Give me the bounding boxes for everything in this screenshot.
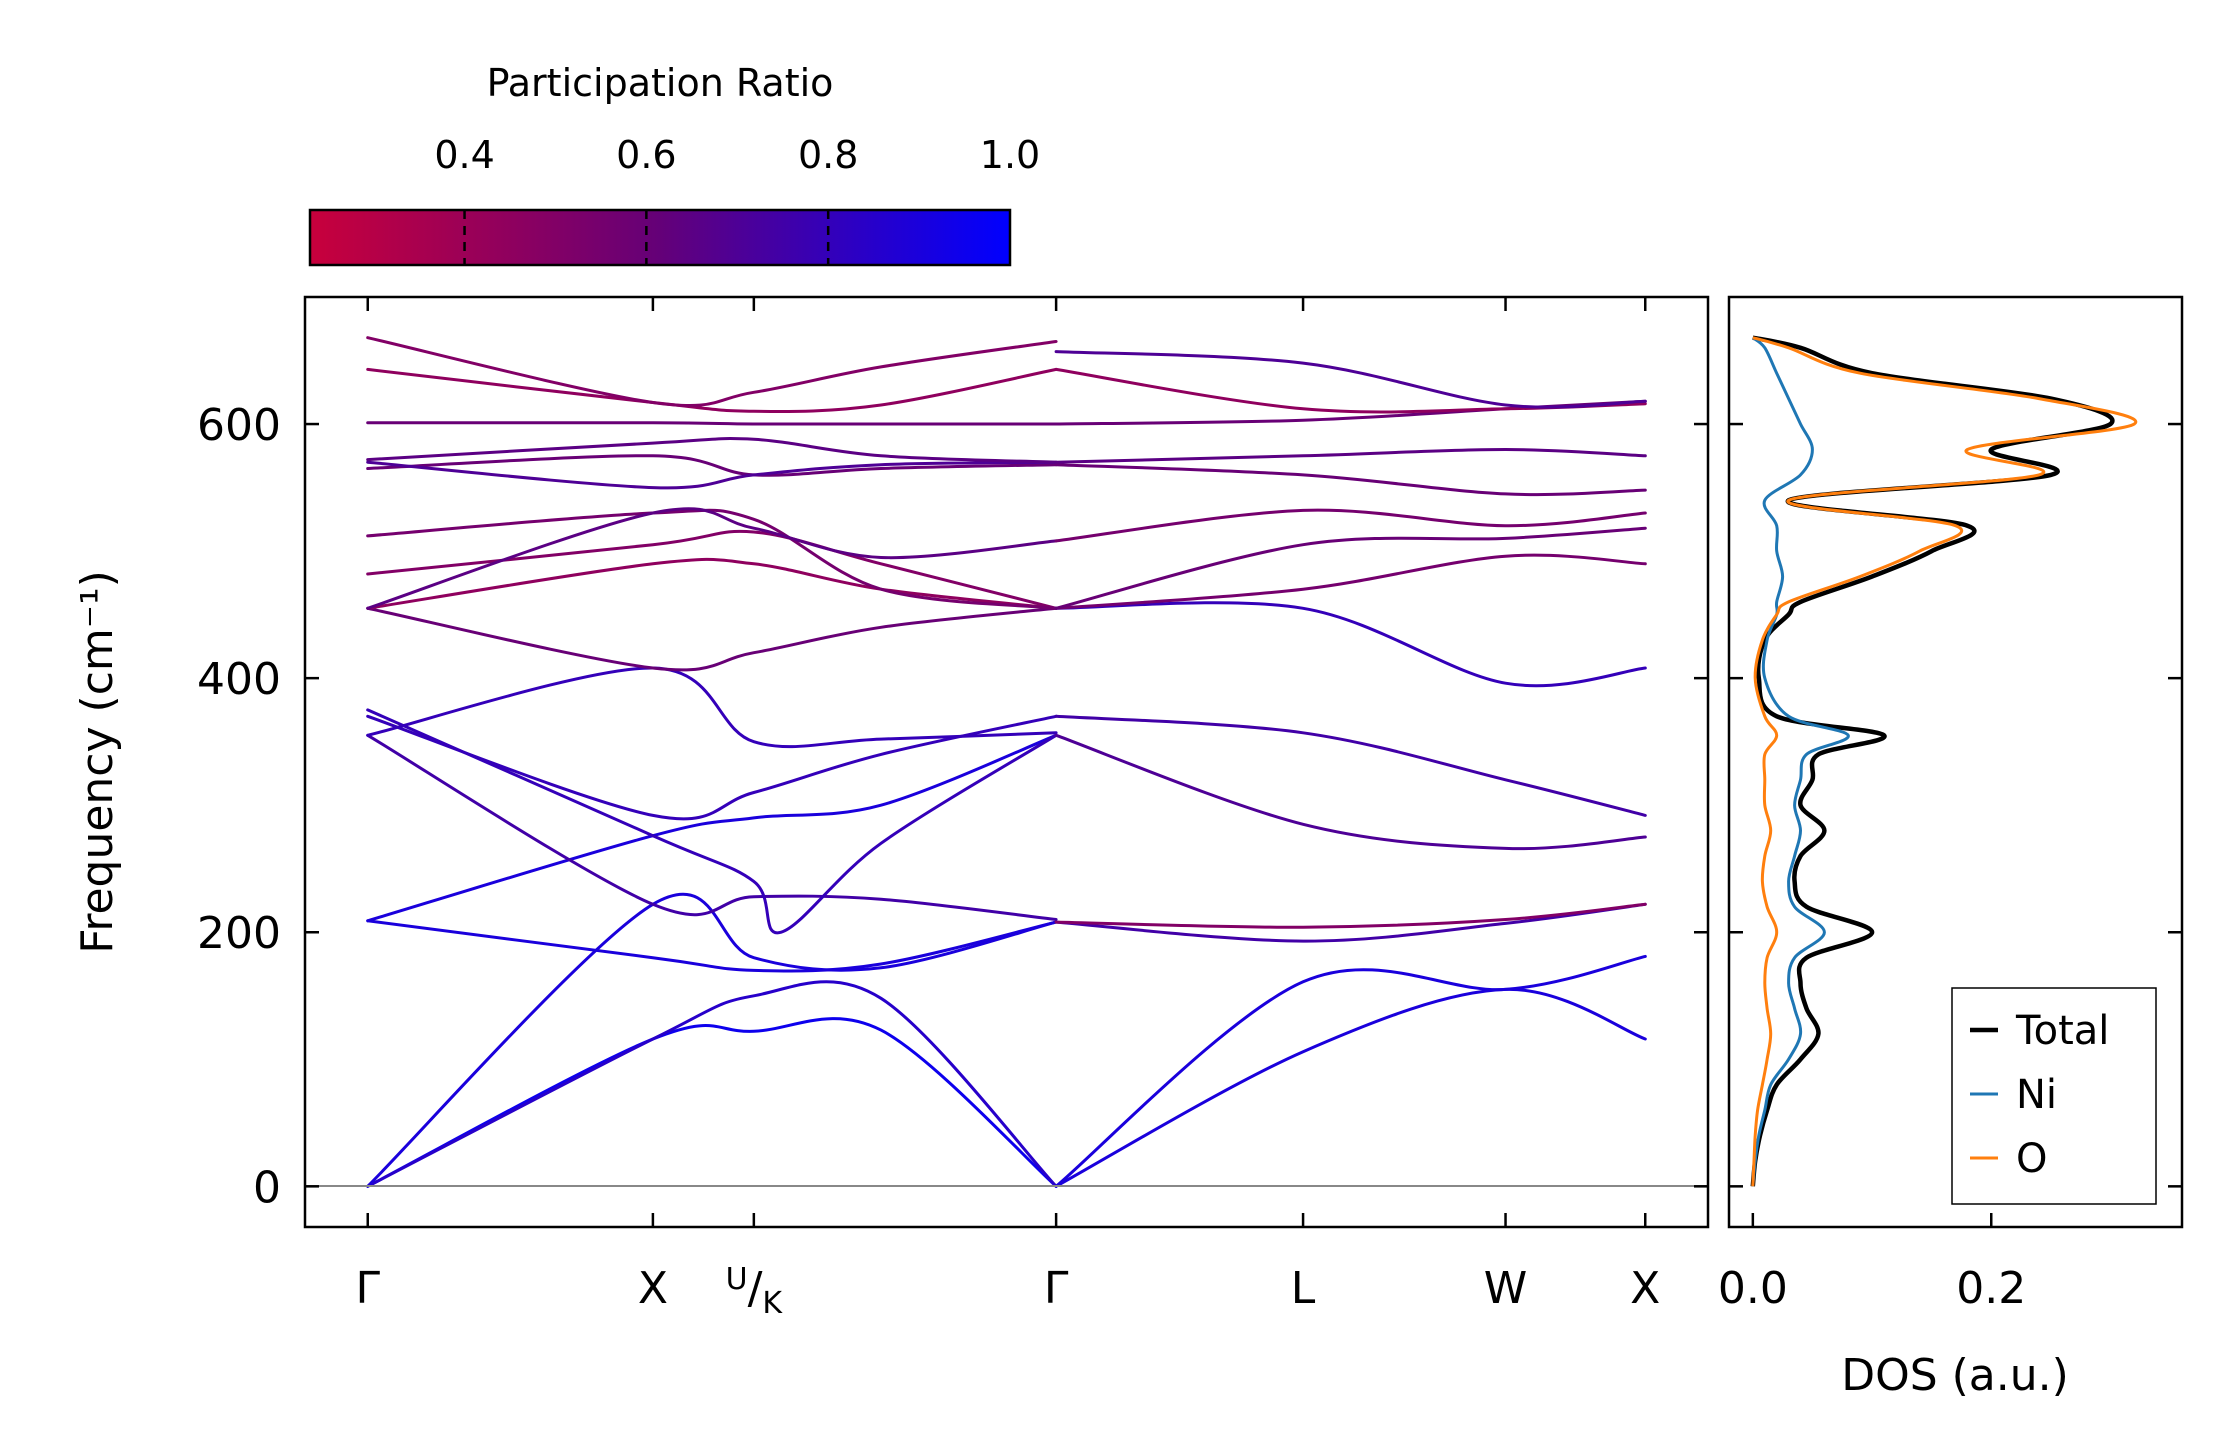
legend-box [1951, 987, 2157, 1205]
band-band-7 [366, 714, 1058, 821]
band-band-13 [366, 508, 1058, 610]
band-band-29 [1054, 526, 1647, 610]
x-tick-label: X [638, 1263, 668, 1314]
x-tick-label: W [1484, 1263, 1528, 1314]
y-tick-label: 200 [197, 908, 281, 959]
colorbar-gradient [308, 208, 1012, 267]
legend-label-total: Total [2015, 1008, 2109, 1054]
band-band-21 [1054, 987, 1647, 1188]
colorbar-tick-label: 0.6 [616, 133, 676, 177]
dos-x-tick-label: 0.2 [1956, 1263, 2026, 1314]
band-band-4 [366, 919, 1058, 973]
y-axis-label: Frequency (cm⁻¹) [72, 570, 123, 954]
band-band-11 [366, 557, 1058, 610]
band-band-26 [1054, 714, 1647, 817]
band-axes-frame [303, 295, 1710, 1229]
band-band-27 [1054, 601, 1647, 688]
band-band-6 [366, 733, 1058, 921]
colorbar-tick-label: 0.4 [434, 133, 494, 177]
colorbar-title: Participation Ratio [487, 61, 834, 105]
x-tick-label: U/K [726, 1262, 784, 1321]
band-band-24 [1054, 902, 1647, 929]
band-band-14 [366, 507, 1058, 610]
legend-label-ni: Ni [2016, 1072, 2057, 1118]
y-tick-label: 0 [253, 1162, 281, 1213]
band-band-2 [366, 980, 1058, 1188]
colorbar-tick-label: 1.0 [980, 133, 1040, 177]
legend: Total Ni O [1951, 987, 2157, 1205]
band-band-19 [366, 367, 1058, 414]
y-tick-label: 600 [197, 400, 281, 451]
band-band-22 [1054, 954, 1647, 1188]
band-band-5 [366, 733, 1058, 923]
band-band-25 [1054, 733, 1647, 851]
x-tick-label: Γ [355, 1263, 380, 1314]
dos-axes-frame [1727, 295, 2184, 1229]
band-lines [366, 336, 1647, 1188]
band-band-30 [1054, 508, 1647, 543]
band-band-17 [366, 437, 1058, 464]
band-band-8 [366, 708, 1058, 935]
band-structure-panel: 0 200 400 600 Γ X U/K Γ L W X Frequency (cm⁻¹) [72, 295, 1710, 1321]
band-band-16 [366, 460, 1058, 490]
x-tick-label: L [1291, 1263, 1316, 1314]
band-band-20 [366, 336, 1058, 408]
band-band-3 [366, 892, 1058, 1188]
dos-panel: 0.0 0.2 DOS (a.u.) Total Ni O [1718, 295, 2184, 1401]
band-band-31 [1054, 463, 1647, 497]
dos-x-tick-label: 0.0 [1718, 1263, 1788, 1314]
y-tick-label: 400 [197, 654, 281, 705]
band-axis-ticks: 0 200 400 600 Γ X U/K Γ L W X [197, 297, 1708, 1321]
colorbar: Participation Ratio 0.4 0.6 0.8 1.0 [308, 61, 1040, 267]
band-band-10 [366, 606, 1058, 672]
dos-x-axis-label: DOS (a.u.) [1841, 1350, 2069, 1401]
dos-axis-ticks: 0.0 0.2 [1718, 422, 2182, 1314]
colorbar-ticks: 0.4 0.6 0.8 1.0 [434, 133, 1040, 265]
dos-lines [1750, 335, 2138, 1187]
band-band-35 [1054, 350, 1647, 409]
band-band-12 [366, 529, 1058, 610]
x-tick-label: X [1630, 1263, 1660, 1314]
dos-line-ni [1751, 336, 1850, 1187]
colorbar-tick-label: 0.8 [798, 133, 858, 177]
dos-line-o [1751, 336, 2138, 1187]
band-band-32 [1054, 447, 1647, 464]
band-band-1 [366, 1017, 1058, 1188]
band-band-18 [366, 421, 1058, 426]
legend-label-o: O [2016, 1136, 2047, 1182]
band-band-28 [1054, 553, 1647, 610]
band-band-9 [366, 666, 1058, 749]
band-band-23 [1054, 902, 1647, 943]
x-tick-label: Γ [1044, 1263, 1069, 1314]
